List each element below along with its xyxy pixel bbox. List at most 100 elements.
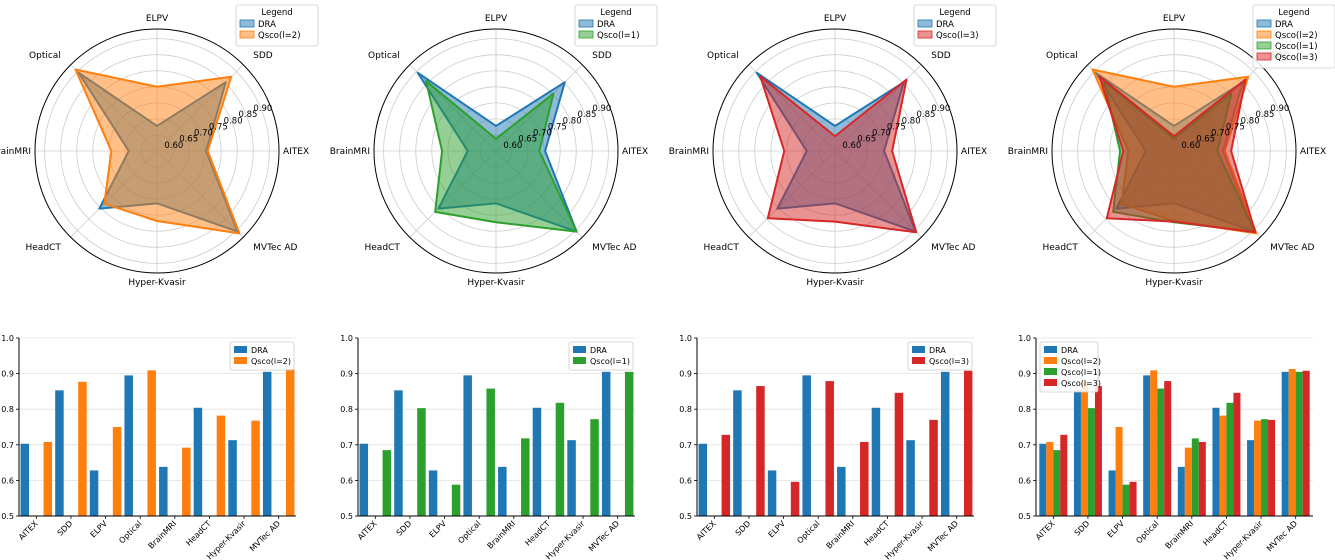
bar-qsco-l-1-hyper-kvasir: [1261, 419, 1269, 516]
legend-label: DRA: [1061, 346, 1078, 355]
radar-axis-label: ELPV: [485, 14, 508, 24]
bar-qsco-l-2-brainmri: [182, 447, 191, 516]
bar-x-tick-label: ELPV: [1106, 519, 1127, 540]
bar-qsco-l-3-hyper-kvasir: [1268, 419, 1276, 516]
radar-tick-label: 0.60: [503, 141, 522, 151]
legend-swatch: [578, 30, 594, 39]
bar-dra-brainmri: [837, 466, 846, 516]
bar-y-tick-label: 0.7: [679, 441, 692, 450]
bar-qsco-l-2-elpv: [1115, 427, 1123, 516]
radar-tick-label: 0.75: [209, 122, 228, 132]
legend-title: Legend: [261, 8, 292, 18]
bar-qsco-l-2-elpv: [112, 427, 122, 516]
bar-y-tick-label: 0.8: [679, 405, 692, 414]
bar-x-tick-label: Optical: [795, 519, 821, 545]
radar-tick-label: 0.80: [1241, 116, 1260, 126]
bar-qsco-l-1-elpv: [451, 484, 461, 516]
bar-dra-hyper-kvasir: [1247, 440, 1255, 516]
bar-dra-mvtec-ad: [601, 371, 611, 516]
bar-dra-hyper-kvasir: [228, 440, 237, 516]
bar-qsco-l-3-hyper-kvasir: [929, 419, 938, 516]
bar-qsco-l-1-optical: [1157, 388, 1165, 516]
bar-qsco-l-1-hyper-kvasir: [590, 419, 599, 516]
bar-dra-headct: [532, 407, 542, 516]
radar-tick-label: 0.85: [239, 110, 258, 120]
bar-x-tick-label: HeadCT: [1201, 519, 1230, 548]
radar-tick-label: 0.65: [518, 135, 537, 145]
bar-y-tick-label: 0.9: [1, 370, 14, 379]
bar-dra-mvtec-ad: [1281, 371, 1289, 516]
bar-qsco-l-2-optical: [147, 370, 156, 516]
bar-qsco-l-2-brainmri: [1184, 447, 1192, 516]
legend-label: Qsco(l=1): [590, 357, 630, 366]
bar-dra-aitex: [20, 443, 30, 516]
radar-tick-label: 0.70: [194, 129, 213, 139]
radar-axis-label: Hyper-Kvasir: [1145, 278, 1203, 288]
legend-label: DRA: [258, 20, 276, 30]
radar-axis-label: SDD: [253, 51, 273, 61]
bar-dra-mvtec-ad: [940, 371, 950, 516]
bar-chart-4: 0.5 0.6 0.7 0.8 0.9 1.0 AITEX SDD ELPV Optical Bra…: [1018, 334, 1313, 560]
radar-axis-label: BrainMRI: [330, 147, 370, 157]
bar-x-tick-label: AITEX: [1034, 519, 1057, 542]
bar-qsco-l-2-aitex: [43, 441, 53, 516]
bar-dra-brainmri: [159, 466, 168, 516]
bar-qsco-l-1-aitex: [1053, 450, 1061, 516]
bar-dra-hyper-kvasir: [567, 440, 576, 516]
bar-qsco-l-1-mvtec-ad: [1295, 371, 1303, 516]
legend-label: Qsco(l=3): [1275, 53, 1318, 63]
bar-qsco-l-3-headct: [894, 392, 904, 516]
radar-tick-label: 0.90: [931, 104, 950, 114]
legend-label: Qsco(l=3): [1061, 379, 1101, 388]
bar-qsco-l-3-sdd: [1094, 386, 1102, 516]
bar-y-tick-label: 0.8: [340, 405, 353, 414]
bar-x-tick-label: Optical: [456, 519, 482, 545]
bar-qsco-l-3-brainmri: [860, 441, 869, 516]
bar-dra-headct: [193, 407, 203, 516]
legend-swatch: [912, 357, 925, 364]
legend-label: Qsco(l=1): [1061, 368, 1101, 377]
radar-outer-frame: [34, 28, 280, 274]
radar-tick-label: 0.80: [224, 116, 243, 126]
bar-qsco-l-2-aitex: [1046, 441, 1054, 516]
legend-title: Legend: [600, 8, 631, 18]
radar-axis-label: SDD: [592, 51, 612, 61]
legend-label: DRA: [590, 346, 607, 355]
radar-tick-label: 0.75: [1226, 122, 1245, 132]
radar-axis-label: MVTec AD: [1270, 243, 1314, 253]
bar-dra-elpv: [89, 470, 99, 516]
radar-axis-label: Hyper-Kvasir: [467, 278, 525, 288]
bar-dra-elpv: [428, 470, 438, 516]
radar-axis-label: ELPV: [146, 14, 169, 24]
radar-axis-label: SDD: [931, 51, 951, 61]
radar-tick-label: 0.80: [902, 116, 921, 126]
bar-qsco-l-2-sdd: [78, 381, 87, 516]
radar-axis-label: ELPV: [824, 14, 847, 24]
bar-y-tick-label: 0.8: [1, 405, 14, 414]
bar-y-tick-label: 0.6: [1, 476, 14, 485]
bar-qsco-l-1-brainmri: [1191, 438, 1199, 516]
bar-qsco-l-3-sdd: [756, 386, 765, 516]
radar-tick-label: 0.65: [857, 135, 876, 145]
bar-y-tick-label: 1.0: [679, 334, 692, 343]
radar-tick-label: 0.85: [578, 110, 597, 120]
bar-y-tick-label: 0.6: [679, 476, 692, 485]
bar-dra-aitex: [698, 443, 708, 516]
bar-dra-sdd: [394, 390, 403, 516]
bar-legend: DRA Qsco(l=2): [229, 341, 295, 371]
legend-swatch: [234, 357, 247, 364]
legend-title: Legend: [1278, 8, 1309, 18]
bar-qsco-l-3-mvtec-ad: [963, 370, 973, 516]
bar-qsco-l-3-mvtec-ad: [1302, 370, 1310, 516]
bar-qsco-l-2-hyper-kvasir: [1254, 420, 1262, 516]
legend-swatch: [573, 346, 586, 353]
bar-dra-mvtec-ad: [262, 371, 272, 516]
bar-dra-aitex: [1039, 443, 1047, 516]
legend-swatch: [1044, 368, 1057, 375]
radar-axis-label: HeadCT: [365, 243, 401, 253]
bar-x-tick-label: HeadCT: [184, 519, 213, 548]
bar-y-tick-label: 0.5: [1, 512, 14, 521]
bar-qsco-l-2-headct: [1219, 415, 1227, 516]
bar-qsco-l-2-sdd: [1080, 381, 1088, 516]
